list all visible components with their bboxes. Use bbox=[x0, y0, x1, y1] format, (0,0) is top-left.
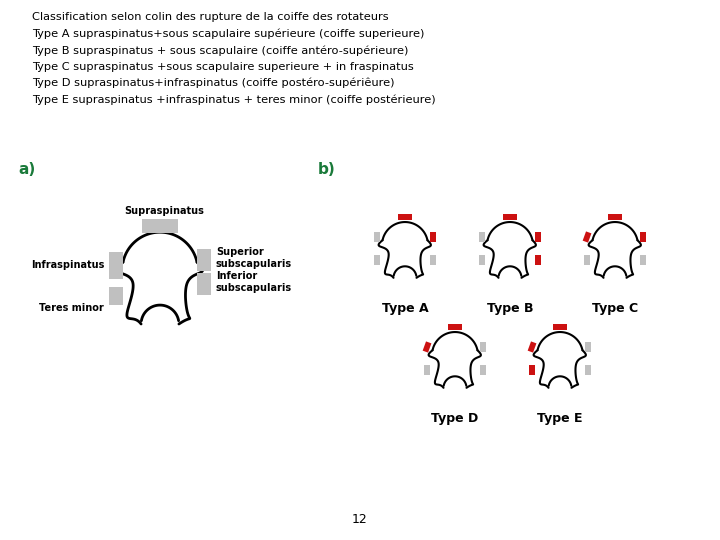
Text: Superior
subscapularis: Superior subscapularis bbox=[216, 247, 292, 269]
Bar bbox=[423, 341, 431, 353]
Bar bbox=[374, 232, 380, 242]
Bar bbox=[374, 255, 380, 265]
Bar bbox=[480, 365, 486, 375]
Bar bbox=[503, 214, 518, 220]
Bar bbox=[640, 232, 646, 242]
Text: Type D supraspinatus+infraspinatus (coiffe postéro-supériêure): Type D supraspinatus+infraspinatus (coif… bbox=[32, 78, 395, 89]
Bar bbox=[553, 324, 567, 330]
Bar bbox=[480, 342, 486, 352]
Text: Teres minor: Teres minor bbox=[40, 303, 104, 313]
Bar bbox=[535, 232, 541, 242]
Bar bbox=[535, 255, 541, 265]
Text: Type A supraspinatus+sous scapulaire supérieure (coiffe superieure): Type A supraspinatus+sous scapulaire sup… bbox=[32, 29, 424, 39]
Bar bbox=[430, 255, 436, 265]
Bar bbox=[109, 252, 123, 279]
Text: Type C supraspinatus +sous scapulaire superieure + in fraspinatus: Type C supraspinatus +sous scapulaire su… bbox=[32, 62, 414, 71]
Text: Type A: Type A bbox=[382, 302, 428, 315]
Bar bbox=[582, 232, 591, 242]
Text: 12: 12 bbox=[352, 513, 368, 526]
Text: Inferior
subscapularis: Inferior subscapularis bbox=[216, 271, 292, 293]
Bar bbox=[143, 219, 178, 233]
Text: Supraspinatus: Supraspinatus bbox=[124, 206, 204, 216]
Bar bbox=[424, 365, 430, 375]
Bar bbox=[109, 287, 123, 306]
Bar bbox=[430, 232, 436, 242]
Bar bbox=[528, 341, 536, 353]
Text: Type E supraspinatus +infraspinatus + teres minor (coiffe postérieure): Type E supraspinatus +infraspinatus + te… bbox=[32, 94, 436, 105]
Bar bbox=[197, 273, 210, 295]
Bar bbox=[585, 342, 591, 352]
Bar bbox=[640, 255, 646, 265]
Text: a): a) bbox=[18, 162, 35, 177]
Bar bbox=[397, 214, 413, 220]
Bar bbox=[584, 255, 590, 265]
Bar bbox=[480, 232, 485, 242]
Text: b): b) bbox=[318, 162, 336, 177]
Bar bbox=[608, 214, 622, 220]
Text: Type D: Type D bbox=[431, 411, 479, 424]
Text: Classification selon colin des rupture de la coiffe des rotateurs: Classification selon colin des rupture d… bbox=[32, 12, 389, 22]
Bar bbox=[480, 255, 485, 265]
Text: Infraspinatus: Infraspinatus bbox=[31, 260, 104, 270]
Bar bbox=[197, 249, 210, 271]
Text: Type B supraspinatus + sous scapulaire (coiffe antéro-supérieure): Type B supraspinatus + sous scapulaire (… bbox=[32, 45, 408, 56]
Text: Type E: Type E bbox=[537, 411, 582, 424]
Text: Type C: Type C bbox=[592, 302, 638, 315]
Bar bbox=[448, 324, 462, 330]
Bar bbox=[529, 365, 535, 375]
Bar bbox=[585, 365, 591, 375]
Text: Type B: Type B bbox=[487, 302, 534, 315]
